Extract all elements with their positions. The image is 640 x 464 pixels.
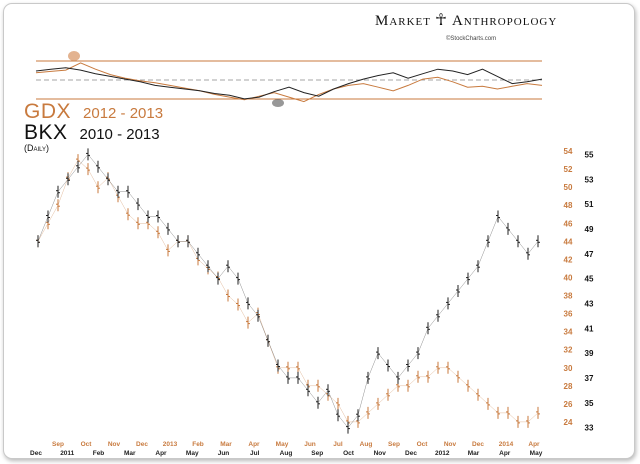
right-axis-tick-47: 47 xyxy=(585,250,594,259)
overbought-highlight xyxy=(68,51,80,61)
x-top-tick-8: May xyxy=(276,441,289,448)
x-top-tick-4: 2013 xyxy=(163,441,178,448)
right-axis-tick-49: 49 xyxy=(585,225,594,234)
x-bottom-tick-7: Jul xyxy=(250,450,260,457)
left-axis-tick-24: 24 xyxy=(564,418,573,427)
right-axis-tick-45: 45 xyxy=(585,275,594,284)
x-top-tick-6: Mar xyxy=(220,441,232,448)
x-bottom-tick-12: Dec xyxy=(405,450,417,457)
x-top-tick-10: Jul xyxy=(333,441,343,448)
x-top-tick-12: Sep xyxy=(388,441,400,448)
right-axis-tick-51: 51 xyxy=(585,200,594,209)
x-bottom-tick-2: Feb xyxy=(93,450,105,457)
frequency-label: (Daily) xyxy=(24,143,50,153)
chart-frame xyxy=(3,3,635,459)
x-top-tick-17: Apr xyxy=(528,441,540,448)
x-top-tick-11: Aug xyxy=(360,441,373,448)
x-bottom-tick-10: Oct xyxy=(343,450,355,457)
right-axis-tick-39: 39 xyxy=(585,349,594,358)
x-bottom-tick-13: 2012 xyxy=(435,450,450,457)
left-axis-tick-26: 26 xyxy=(564,400,573,409)
x-bottom-tick-9: Sep xyxy=(311,450,323,457)
left-axis-tick-52: 52 xyxy=(564,165,573,174)
x-top-tick-5: Feb xyxy=(192,441,204,448)
x-top-tick-14: Nov xyxy=(444,441,457,448)
x-bottom-tick-14: Mar xyxy=(468,450,480,457)
x-bottom-tick-3: Mar xyxy=(124,450,136,457)
x-bottom-tick-6: Jun xyxy=(218,450,230,457)
stockcharts-credit: ©StockCharts.com xyxy=(446,36,497,42)
oversold-highlight xyxy=(272,99,284,107)
x-bottom-tick-0: Dec xyxy=(30,450,42,457)
left-axis-tick-38: 38 xyxy=(564,292,573,301)
right-axis-tick-53: 53 xyxy=(585,175,594,184)
right-axis-tick-43: 43 xyxy=(585,299,594,308)
x-bottom-tick-15: Apr xyxy=(499,450,511,457)
indicator-line-gdx xyxy=(35,62,543,103)
x-bottom-tick-16: May xyxy=(530,450,543,457)
x-top-tick-3: Dec xyxy=(136,441,148,448)
x-top-tick-15: Dec xyxy=(472,441,484,448)
x-bottom-tick-1: 2011 xyxy=(60,450,74,457)
left-axis-tick-48: 48 xyxy=(564,201,573,210)
left-axis-tick-30: 30 xyxy=(564,364,573,373)
right-axis-tick-33: 33 xyxy=(585,424,594,433)
left-axis-tick-42: 42 xyxy=(564,255,573,264)
x-top-tick-1: Oct xyxy=(81,441,93,448)
gdx-legend-years: 2012 - 2013 xyxy=(83,105,164,122)
right-axis-tick-55: 55 xyxy=(585,150,594,159)
left-axis-tick-34: 34 xyxy=(564,328,573,337)
bkx-legend-years: 2010 - 2013 xyxy=(79,126,160,143)
x-top-tick-2: Nov xyxy=(108,441,121,448)
x-bottom-tick-4: Apr xyxy=(155,450,167,457)
brand-left: Market xyxy=(375,13,432,29)
left-axis-tick-28: 28 xyxy=(564,382,573,391)
x-top-tick-16: 2014 xyxy=(499,441,514,448)
x-bottom-tick-8: Aug xyxy=(280,450,293,457)
left-axis-tick-40: 40 xyxy=(564,273,573,282)
brand-title: Market ☥ Anthropology xyxy=(375,10,557,30)
brand-right: Anthropology xyxy=(451,13,558,29)
brand-dna-icon: ☥ xyxy=(435,12,448,29)
indicator-line-bkx xyxy=(35,67,543,100)
gdx-legend: GDX 2012 - 2013 xyxy=(24,100,163,124)
x-top-tick-0: Sep xyxy=(52,441,64,448)
right-axis-tick-41: 41 xyxy=(585,324,594,333)
left-axis-tick-44: 44 xyxy=(564,237,573,246)
bkx-legend-name: BKX xyxy=(24,121,68,144)
left-axis-tick-50: 50 xyxy=(564,183,573,192)
x-bottom-tick-5: May xyxy=(186,450,199,457)
x-top-tick-13: Oct xyxy=(417,441,429,448)
left-axis-tick-32: 32 xyxy=(564,346,573,355)
left-axis-tick-54: 54 xyxy=(564,147,573,156)
left-axis-tick-46: 46 xyxy=(564,219,573,228)
series-line-bkx xyxy=(37,154,539,428)
x-bottom-tick-11: Nov xyxy=(374,450,387,457)
left-axis-tick-36: 36 xyxy=(564,310,573,319)
right-axis-tick-37: 37 xyxy=(585,374,594,383)
series-line-gdx xyxy=(37,159,539,423)
right-axis-tick-35: 35 xyxy=(585,399,594,408)
x-top-tick-7: Apr xyxy=(248,441,260,448)
bkx-legend: BKX 2010 - 2013 xyxy=(24,121,160,145)
gdx-legend-name: GDX xyxy=(24,100,72,123)
x-top-tick-9: Jun xyxy=(304,441,316,448)
